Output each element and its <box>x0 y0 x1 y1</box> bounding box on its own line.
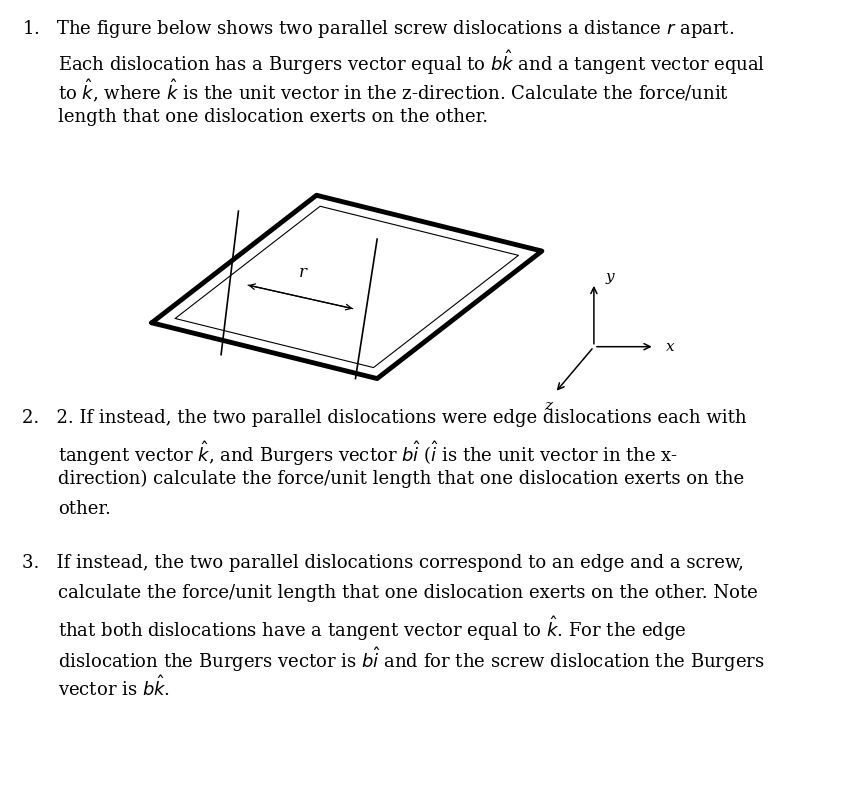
Text: z: z <box>544 398 552 413</box>
Text: calculate the force/unit length that one dislocation exerts on the other. Note: calculate the force/unit length that one… <box>58 584 758 603</box>
Text: Each dislocation has a Burgers vector equal to $b\hat{k}$ and a tangent vector e: Each dislocation has a Burgers vector eq… <box>58 48 766 77</box>
Text: x: x <box>666 340 675 354</box>
Text: 2.   2. If instead, the two parallel dislocations were edge dislocations each wi: 2. 2. If instead, the two parallel dislo… <box>22 409 746 427</box>
Text: to $\hat{k}$, where $\hat{k}$ is the unit vector in the z-direction. Calculate t: to $\hat{k}$, where $\hat{k}$ is the uni… <box>58 78 729 105</box>
Text: length that one dislocation exerts on the other.: length that one dislocation exerts on th… <box>58 108 488 127</box>
Text: 3.   If instead, the two parallel dislocations correspond to an edge and a screw: 3. If instead, the two parallel dislocat… <box>22 554 744 572</box>
Text: other.: other. <box>58 500 111 518</box>
Text: r: r <box>299 264 307 281</box>
Text: 1.   The figure below shows two parallel screw dislocations a distance $r$ apart: 1. The figure below shows two parallel s… <box>22 18 734 40</box>
Text: direction) calculate the force/unit length that one dislocation exerts on the: direction) calculate the force/unit leng… <box>58 469 744 488</box>
Text: dislocation the Burgers vector is $b\hat{i}$ and for the screw dislocation the B: dislocation the Burgers vector is $b\hat… <box>58 645 765 673</box>
Text: tangent vector $\hat{k}$, and Burgers vector $b\hat{i}$ ($\hat{i}$ is the unit v: tangent vector $\hat{k}$, and Burgers ve… <box>58 439 678 468</box>
Text: y: y <box>605 269 614 284</box>
Text: that both dislocations have a tangent vector equal to $\hat{k}$. For the edge: that both dislocations have a tangent ve… <box>58 614 687 643</box>
Text: vector is $b\hat{k}$.: vector is $b\hat{k}$. <box>58 675 170 700</box>
